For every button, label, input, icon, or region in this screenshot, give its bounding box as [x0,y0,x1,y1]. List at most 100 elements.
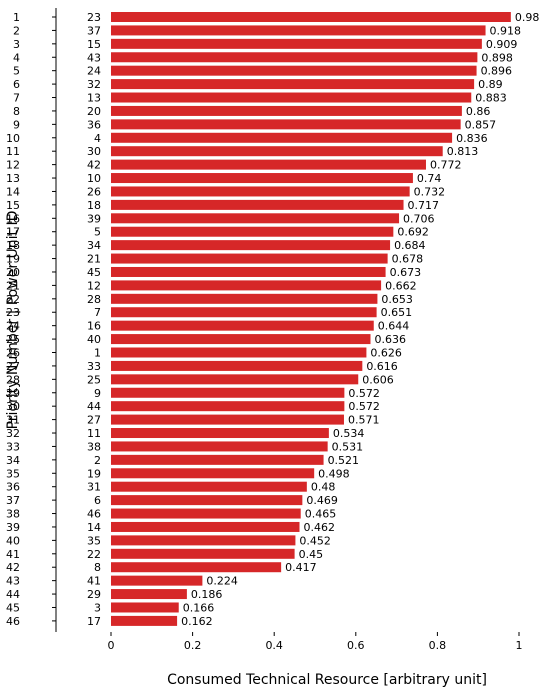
power-unit-id-label: 1 [94,347,101,360]
bar-35 [111,468,315,479]
x-axis: 0 0.2 0.4 0.6 0.8 1 [108,632,523,652]
bar-value-label: 0.469 [306,494,338,507]
priority-number-label: 17 [6,226,20,239]
power-unit-id-label: 22 [87,548,101,561]
power-unit-id-label: 7 [94,306,101,319]
bar-27 [111,360,363,371]
bar-44 [111,589,187,600]
bar-value-label: 0.606 [362,373,394,386]
bar-value-label: 0.857 [465,118,497,131]
bar-value-label: 0.732 [414,185,446,198]
priority-number-label: 20 [6,266,20,279]
bar-19 [111,253,388,264]
power-unit-id-label: 23 [87,11,101,24]
power-unit-id-label: 31 [87,481,101,494]
power-unit-id-label: 43 [87,51,101,64]
priority-number-label: 34 [6,454,20,467]
bar-36 [111,481,307,492]
bar-39 [111,521,300,532]
power-unit-id-label: 34 [87,239,101,252]
priority-number-label: 8 [13,105,20,118]
bar-14 [111,186,410,197]
x-tick-label: 1 [516,639,523,652]
priority-number-label: 2 [13,24,20,37]
bar-value-label: 0.186 [191,588,223,601]
bar-45 [111,602,179,613]
bar-11 [111,146,443,157]
bar-33 [111,441,328,452]
bar-34 [111,454,324,465]
power-unit-id-label: 15 [87,38,101,51]
bar-13 [111,173,413,184]
power-unit-id-label: 8 [94,561,101,574]
priority-number-label: 39 [6,521,20,534]
bar-23 [111,307,377,318]
priority-number-label: 1 [13,11,20,24]
power-unit-id-label: 11 [87,427,101,440]
bar-value-label: 0.883 [475,92,507,105]
priority-number-label: 10 [6,132,20,145]
priority-number-label: 41 [6,548,20,561]
power-unit-id-label: 21 [87,253,101,266]
priority-number-label: 33 [6,440,20,453]
bar-value-label: 0.534 [333,427,365,440]
power-unit-id-label: 16 [87,320,101,333]
x-tick-label: 0.6 [347,639,365,652]
priority-number-label: 44 [6,588,20,601]
x-tick-label: 0 [108,639,115,652]
bar-46 [111,615,178,626]
power-unit-id-label: 17 [87,615,101,628]
bar-15 [111,199,404,210]
x-tick-label: 0.2 [184,639,202,652]
bar-value-label: 0.662 [385,279,417,292]
priority-number-label: 24 [6,320,20,333]
priority-number-label: 28 [6,373,20,386]
priority-number-label: 42 [6,561,20,574]
bar-value-label: 0.531 [332,440,364,453]
bar-value-label: 0.572 [348,400,380,413]
power-unit-id-label: 20 [87,105,101,118]
power-unit-id-label: 12 [87,279,101,292]
bar-value-label: 0.644 [378,320,410,333]
bar-3 [111,38,482,49]
bar-value-label: 0.166 [183,601,215,614]
bar-6 [111,79,475,90]
bar-30 [111,401,345,412]
priority-number-label: 23 [6,306,20,319]
bar-22 [111,293,378,304]
power-unit-id-label: 33 [87,360,101,373]
power-unit-id-label: 41 [87,575,101,588]
bar-17 [111,226,394,237]
power-unit-id-label: 9 [94,387,101,400]
bar-9 [111,119,461,130]
bar-16 [111,213,400,224]
priority-number-label: 36 [6,481,20,494]
bar-value-label: 0.45 [299,548,324,561]
power-unit-id-label: 4 [94,132,101,145]
power-unit-id-label: 39 [87,212,101,225]
priority-number-label: 46 [6,615,20,628]
bar-43 [111,575,203,586]
bar-value-label: 0.224 [206,575,238,588]
power-unit-id-label: 3 [94,601,101,614]
power-unit-id-label: 5 [94,226,101,239]
priority-number-label: 29 [6,387,20,400]
priority-number-label: 7 [13,92,20,105]
priority-number-label: 31 [6,414,20,427]
priority-number-label: 30 [6,400,20,413]
bar-value-label: 0.673 [390,266,422,279]
bar-value-label: 0.98 [515,11,540,24]
priority-number-label: 45 [6,601,20,614]
bar-37 [111,495,303,506]
priority-number-label: 5 [13,65,20,78]
power-unit-id-label: 29 [87,588,101,601]
bar-4 [111,52,478,63]
bar-value-label: 0.717 [408,199,440,212]
bar-value-label: 0.684 [394,239,426,252]
priority-number-label: 15 [6,199,20,212]
power-unit-id-label: 24 [87,65,101,78]
power-unit-id-label: 37 [87,24,101,37]
priority-number-label: 21 [6,279,20,292]
bar-20 [111,266,386,277]
